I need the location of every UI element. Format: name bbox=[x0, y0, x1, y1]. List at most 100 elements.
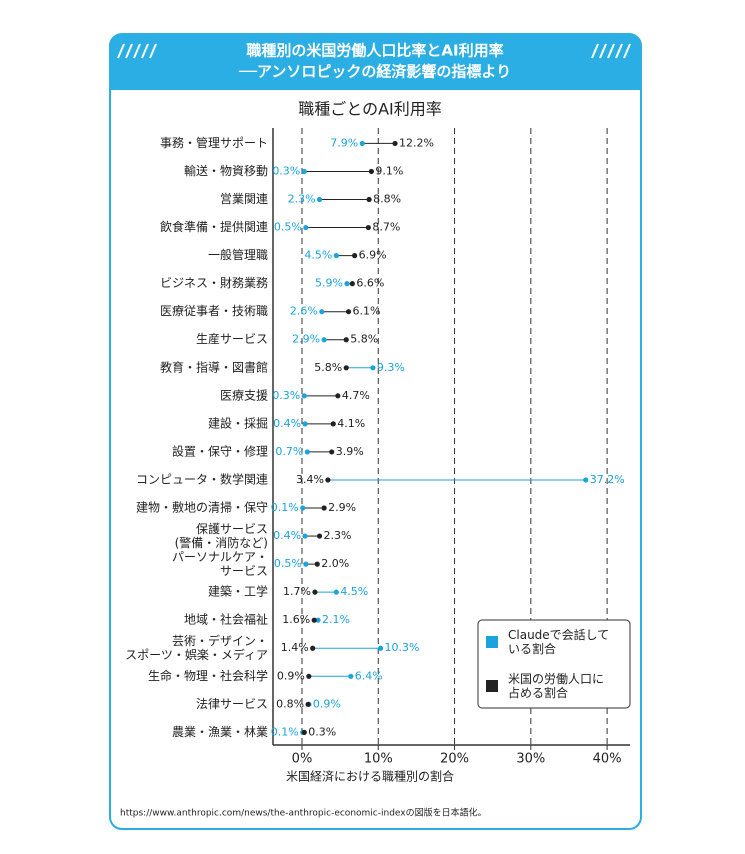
dot-workforce bbox=[310, 645, 316, 651]
value-label: 8.7% bbox=[372, 221, 400, 234]
value-label: 8.8% bbox=[373, 193, 401, 206]
text-line: パーソナルケア・ bbox=[172, 550, 268, 564]
y-tick-label: 営業関連 bbox=[220, 192, 268, 206]
text-line: 保護サービス bbox=[196, 521, 268, 536]
y-tick-label: 設置・保守・修理 bbox=[172, 443, 268, 458]
dot-claude bbox=[370, 365, 376, 371]
header-band bbox=[110, 34, 641, 90]
text-line: サービス bbox=[220, 564, 268, 578]
x-tick-label: 20% bbox=[440, 752, 469, 767]
dot-claude bbox=[333, 589, 339, 595]
y-tick-label: パーソナルケア・サービス bbox=[172, 550, 268, 578]
dot-claude bbox=[303, 561, 309, 567]
y-tick-label: コンピュータ・数学関連 bbox=[136, 471, 268, 486]
dot-claude bbox=[344, 281, 350, 287]
value-label: 12.2% bbox=[399, 136, 434, 149]
value-label: 3.9% bbox=[336, 445, 364, 458]
dot-claude bbox=[315, 617, 321, 623]
y-tick-label: 建物・敷地の清掃・保守 bbox=[136, 500, 268, 515]
y-tick-label: 保護サービス(警備・消防など) bbox=[175, 521, 268, 550]
value-label: 6.1% bbox=[353, 305, 381, 318]
dot-workforce bbox=[325, 477, 331, 483]
value-label: 1.7% bbox=[283, 585, 311, 598]
dot-workforce bbox=[316, 533, 323, 539]
dot-claude bbox=[300, 505, 306, 511]
value-label: 0.4% bbox=[273, 529, 301, 542]
value-label: 4.5% bbox=[340, 585, 368, 598]
y-tick-label: 農業・漁業・林業 bbox=[172, 725, 268, 739]
header-title: ──アンソロピックの経済影響の指標より bbox=[238, 63, 511, 81]
x-axis-label: 米国経済における職種別の割合 bbox=[286, 769, 454, 784]
dot-claude bbox=[377, 645, 384, 651]
value-label: 0.9% bbox=[277, 669, 305, 682]
y-tick-label: 地域・社会福祉 bbox=[184, 612, 268, 627]
value-label: 3.4% bbox=[296, 473, 324, 486]
value-label: 0.3% bbox=[272, 164, 300, 177]
dot-claude bbox=[321, 337, 327, 343]
y-tick-label: 生産サービス bbox=[196, 331, 268, 346]
y-tick-label: 建築・工学 bbox=[208, 584, 268, 599]
dot-workforce bbox=[366, 196, 372, 203]
text-line: Claudeで会話して bbox=[508, 627, 609, 642]
legend-swatch bbox=[486, 680, 498, 692]
dot-claude bbox=[301, 168, 307, 175]
value-label: 0.1% bbox=[271, 501, 299, 514]
x-tick-label: 30% bbox=[516, 752, 545, 767]
value-label: 2.3% bbox=[288, 193, 316, 206]
dot-workforce bbox=[345, 309, 352, 315]
dot-claude bbox=[302, 533, 308, 539]
dot-workforce bbox=[305, 701, 311, 707]
value-label: 2.1% bbox=[322, 613, 350, 626]
source-note: https://www.anthropic.com/news/the-anthr… bbox=[120, 807, 487, 819]
text-line: (警備・消防など) bbox=[175, 535, 268, 550]
legend-label: 米国の労働人口に占める割合 bbox=[508, 672, 604, 700]
value-label: 6.6% bbox=[356, 277, 384, 290]
text-line: 芸術・デザイン・ bbox=[172, 633, 268, 648]
dot-workforce bbox=[321, 505, 327, 511]
y-tick-label: 事務・管理サポート bbox=[160, 135, 268, 150]
dot-claude bbox=[316, 196, 323, 203]
legend-label: Claudeで会話している割合 bbox=[508, 627, 609, 656]
dot-workforce bbox=[365, 224, 371, 231]
dot-workforce bbox=[368, 168, 375, 175]
dot-workforce bbox=[335, 393, 341, 399]
y-tick-label: 建設・採掘 bbox=[208, 415, 268, 430]
y-tick-label: 一般管理職 bbox=[208, 247, 268, 262]
value-label: 2.9% bbox=[328, 501, 356, 514]
value-label: 37.2% bbox=[590, 473, 625, 486]
dot-workforce bbox=[311, 617, 317, 623]
dot-workforce bbox=[306, 673, 312, 679]
dot-claude bbox=[301, 393, 307, 399]
dot-claude bbox=[583, 477, 589, 483]
value-label: 2.9% bbox=[292, 333, 320, 346]
text-line: 占める割合 bbox=[508, 685, 568, 700]
value-label: 0.8% bbox=[276, 697, 304, 710]
value-label: 0.7% bbox=[275, 445, 303, 458]
dot-claude bbox=[303, 224, 309, 231]
dot-workforce bbox=[349, 281, 355, 287]
dot-workforce bbox=[352, 253, 358, 259]
dot-claude bbox=[348, 673, 354, 679]
dot-workforce bbox=[329, 449, 335, 455]
value-label: 7.9% bbox=[330, 136, 358, 149]
y-tick-label: 生命・物理・社会科学 bbox=[148, 668, 268, 683]
dot-workforce bbox=[301, 729, 307, 735]
value-label: 5.8% bbox=[314, 361, 342, 374]
y-tick-label: 芸術・デザイン・スポーツ・娯楽・メディア bbox=[125, 633, 268, 662]
value-label: 6.4% bbox=[355, 669, 383, 682]
x-tick-label: 0% bbox=[292, 752, 313, 767]
value-label: 4.5% bbox=[304, 249, 332, 262]
dot-workforce bbox=[312, 589, 318, 595]
dot-claude bbox=[333, 253, 339, 259]
y-tick-label: 教育・指導・図書館 bbox=[160, 359, 268, 374]
dot-workforce bbox=[314, 561, 320, 567]
value-label: 0.4% bbox=[273, 417, 301, 430]
dot-workforce bbox=[392, 140, 398, 147]
text-line: いる割合 bbox=[508, 641, 556, 656]
y-tick-label: 法律サービス bbox=[196, 697, 268, 711]
value-label: 0.3% bbox=[272, 389, 300, 402]
value-label: 2.6% bbox=[290, 305, 318, 318]
legend-box bbox=[477, 619, 631, 709]
value-label: 6.9% bbox=[359, 249, 387, 262]
